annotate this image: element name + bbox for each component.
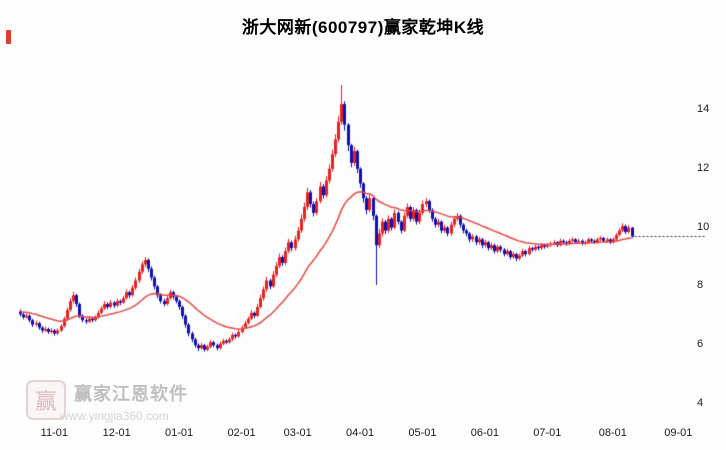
chart-title: 浙大网新(600797)赢家乾坤K线 xyxy=(241,18,485,37)
red-corner-marker xyxy=(6,30,11,44)
